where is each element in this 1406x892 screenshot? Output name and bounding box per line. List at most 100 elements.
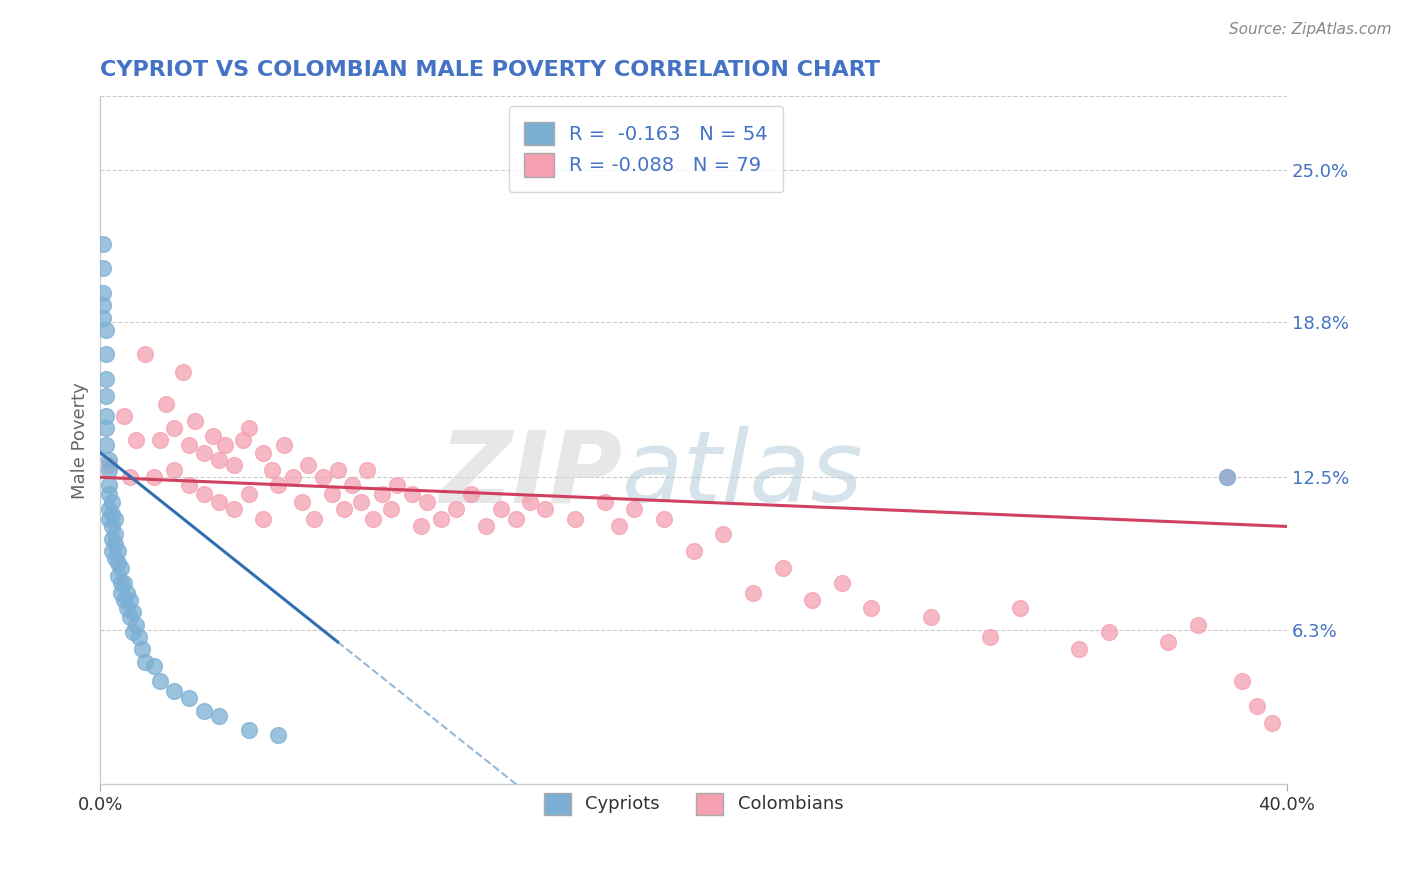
Point <box>1008 600 1031 615</box>
Point <box>96 438 118 452</box>
Point <box>1216 470 1239 484</box>
Point <box>193 446 215 460</box>
Point <box>415 495 437 509</box>
Point <box>104 536 127 550</box>
Point <box>91 236 114 251</box>
Point <box>1187 617 1209 632</box>
Point <box>96 347 118 361</box>
Point <box>110 561 132 575</box>
Point <box>1098 625 1121 640</box>
Text: atlas: atlas <box>623 426 863 524</box>
Point <box>142 470 165 484</box>
Point <box>505 512 527 526</box>
Point <box>128 630 150 644</box>
Point <box>401 487 423 501</box>
Text: CYPRIOT VS COLOMBIAN MALE POVERTY CORRELATION CHART: CYPRIOT VS COLOMBIAN MALE POVERTY CORREL… <box>100 60 880 79</box>
Point <box>1261 716 1284 731</box>
Point <box>125 434 148 448</box>
Point <box>1216 470 1239 484</box>
Point <box>238 487 260 501</box>
Point <box>238 723 260 738</box>
Point <box>122 625 145 640</box>
Point <box>96 323 118 337</box>
Point <box>107 568 129 582</box>
Point <box>134 347 156 361</box>
Point <box>291 495 314 509</box>
Text: Source: ZipAtlas.com: Source: ZipAtlas.com <box>1229 22 1392 37</box>
Point <box>131 642 153 657</box>
Point <box>193 704 215 718</box>
Point <box>98 458 121 472</box>
Point <box>772 561 794 575</box>
Point <box>115 586 138 600</box>
Point <box>361 512 384 526</box>
Point <box>112 593 135 607</box>
Point <box>101 507 124 521</box>
Point <box>101 532 124 546</box>
Point <box>179 691 201 706</box>
Point <box>262 463 284 477</box>
Point <box>91 261 114 276</box>
Point <box>98 512 121 526</box>
Point <box>208 453 231 467</box>
Point <box>475 519 498 533</box>
Point <box>107 544 129 558</box>
Point <box>409 519 432 533</box>
Point <box>125 617 148 632</box>
Point <box>222 502 245 516</box>
Point <box>801 593 824 607</box>
Point <box>297 458 319 472</box>
Point <box>564 512 586 526</box>
Point <box>460 487 482 501</box>
Point <box>172 365 194 379</box>
Point <box>682 544 704 558</box>
Point <box>609 519 631 533</box>
Point <box>920 610 942 624</box>
Point <box>534 502 557 516</box>
Point <box>208 708 231 723</box>
Point <box>118 610 141 624</box>
Point <box>332 502 354 516</box>
Point <box>711 526 734 541</box>
Point <box>112 576 135 591</box>
Point <box>281 470 304 484</box>
Point <box>118 470 141 484</box>
Point <box>104 551 127 566</box>
Point <box>979 630 1001 644</box>
Point <box>149 674 172 689</box>
Point <box>184 414 207 428</box>
Point <box>1246 698 1268 713</box>
Point <box>446 502 468 516</box>
Point <box>222 458 245 472</box>
Point <box>1067 642 1090 657</box>
Point <box>101 495 124 509</box>
Point <box>155 396 177 410</box>
Point <box>519 495 541 509</box>
Point <box>163 421 186 435</box>
Point <box>252 512 274 526</box>
Point <box>430 512 453 526</box>
Point <box>321 487 343 501</box>
Point <box>342 477 364 491</box>
Point <box>104 512 127 526</box>
Point <box>179 438 201 452</box>
Point <box>149 434 172 448</box>
Point <box>860 600 883 615</box>
Point <box>593 495 616 509</box>
Point <box>179 477 201 491</box>
Point <box>489 502 512 516</box>
Point <box>267 477 290 491</box>
Point <box>326 463 349 477</box>
Point <box>385 477 408 491</box>
Point <box>623 502 645 516</box>
Point <box>1157 635 1180 649</box>
Point <box>101 544 124 558</box>
Legend: Cypriots, Colombians: Cypriots, Colombians <box>534 783 852 823</box>
Point <box>208 495 231 509</box>
Point <box>91 285 114 300</box>
Point <box>202 428 225 442</box>
Point <box>163 463 186 477</box>
Point <box>110 586 132 600</box>
Point <box>110 576 132 591</box>
Point <box>134 655 156 669</box>
